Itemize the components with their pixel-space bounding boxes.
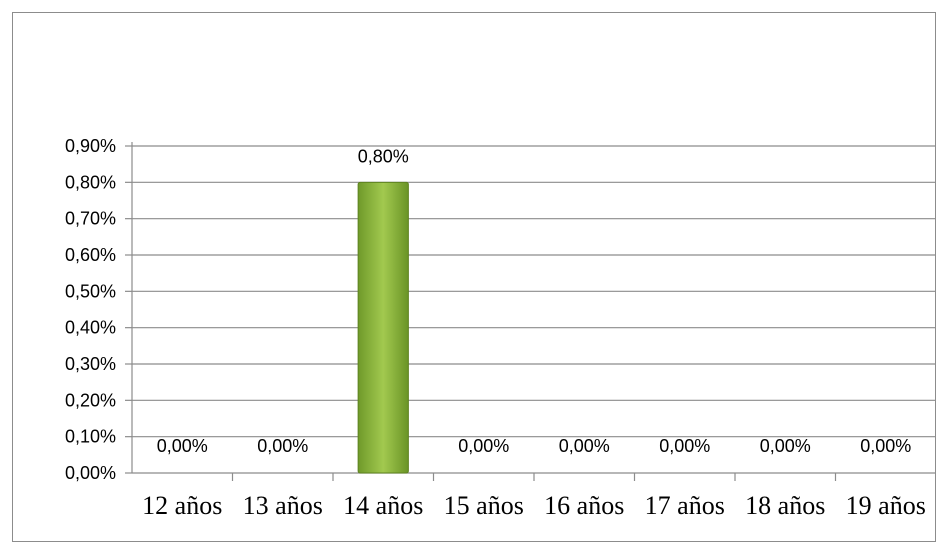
x-tick-label: 16 años xyxy=(544,491,624,520)
data-label: 0,00% xyxy=(760,436,811,456)
y-tick-label: 0,30% xyxy=(65,354,116,374)
bar-chart: 0,00% 0,10% 0,20% 0,30% 0,40% 0,50% 0,60% 0,70%… xyxy=(65,136,936,520)
y-tick-label: 0,20% xyxy=(65,390,116,410)
y-tick-label: 0,00% xyxy=(65,463,116,483)
data-label: 0,00% xyxy=(458,436,509,456)
data-label: 0,00% xyxy=(559,436,610,456)
x-tick-label: 14 años xyxy=(343,491,423,520)
x-tick-label: 15 años xyxy=(444,491,524,520)
y-tick-label: 0,40% xyxy=(65,318,116,338)
x-tick-label: 17 años xyxy=(645,491,725,520)
y-tick-label: 0,10% xyxy=(65,427,116,447)
y-tick-label: 0,80% xyxy=(65,172,116,192)
y-tick-label: 0,90% xyxy=(65,136,116,156)
data-label: 0,80% xyxy=(358,146,409,166)
y-tick-label: 0,70% xyxy=(65,209,116,229)
x-tick-label: 12 años xyxy=(142,491,222,520)
y-tick-label: 0,60% xyxy=(65,245,116,265)
data-label: 0,00% xyxy=(860,436,911,456)
x-tick-label: 13 años xyxy=(243,491,323,520)
x-tick-label: 18 años xyxy=(745,491,825,520)
x-tick-label: 19 años xyxy=(846,491,926,520)
bar xyxy=(357,181,409,474)
data-label: 0,00% xyxy=(659,436,710,456)
y-tick-label: 0,50% xyxy=(65,281,116,301)
data-label: 0,00% xyxy=(257,436,308,456)
chart-frame xyxy=(12,12,936,542)
data-label: 0,00% xyxy=(157,436,208,456)
